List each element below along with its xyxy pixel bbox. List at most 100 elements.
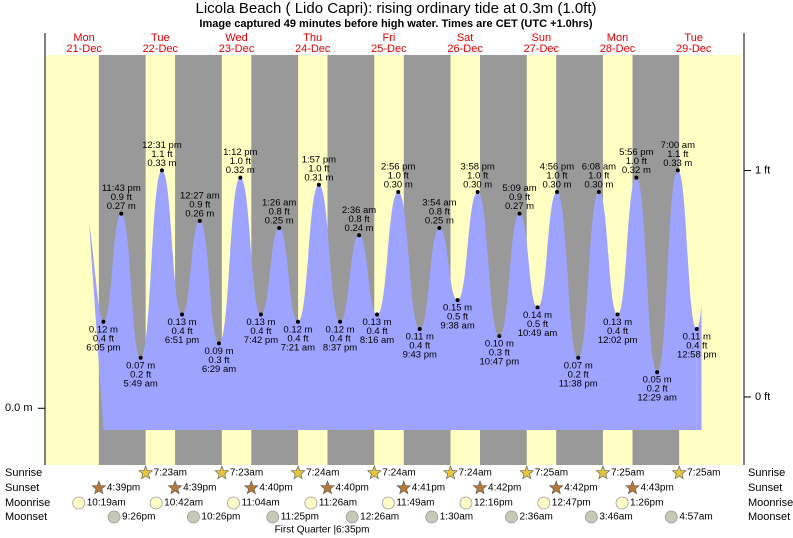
moonrise-icon <box>381 496 395 510</box>
day-date: 24-Dec <box>295 43 331 55</box>
tide-label: 0.32 m <box>226 165 255 176</box>
tide-point <box>655 370 660 375</box>
sunrise-time: 7:25am <box>687 468 720 479</box>
row-label: Sunset <box>748 482 782 494</box>
tide-point <box>475 189 480 194</box>
moonset-time: 3:46am <box>599 512 632 523</box>
sunrise-time: 7:23am <box>230 468 263 479</box>
tide-label: 0.32 m <box>622 165 651 176</box>
tide-label: 12:02 pm <box>598 335 638 346</box>
tide-label: 0.11 m <box>406 331 434 342</box>
tide-point <box>197 218 202 223</box>
tide-label: 0.09 m <box>204 346 233 357</box>
sunset-time: 4:39pm <box>183 483 216 494</box>
tide-label: 0.12 m <box>283 324 312 335</box>
row-label: Moonrise <box>748 497 793 509</box>
moonset-icon <box>107 510 121 524</box>
sunrise-icon <box>138 465 154 480</box>
moonrise-icon <box>459 496 473 510</box>
moonrise-time: 12:16pm <box>474 498 513 509</box>
tide-label: 1.1 ft <box>667 149 688 160</box>
tide-label: 0.4 ft <box>607 326 628 337</box>
tide-area <box>103 170 697 430</box>
tide-label: 0.26 m <box>185 208 214 219</box>
moonrise-icon <box>304 496 318 510</box>
sunset-icon <box>624 480 640 495</box>
tide-label: 0.4 ft <box>250 326 271 337</box>
tide-label: 1:12 pm <box>223 147 257 158</box>
sunrise-icon <box>595 465 611 480</box>
day-date: 21-Dec <box>66 43 102 55</box>
tide-label: 12:58 pm <box>677 349 717 360</box>
tide-point <box>517 211 522 216</box>
day-name: Thu <box>303 32 322 44</box>
tide-label: 6:08 am <box>582 162 616 173</box>
chart-title: Licola Beach ( Lido Capri): rising ordin… <box>195 0 596 17</box>
moonset-time: 2:36am <box>519 512 552 523</box>
moonset-time: 12:26am <box>360 512 399 523</box>
tide-label: 0.14 m <box>523 310 552 321</box>
moonset-time: 10:26pm <box>201 512 240 523</box>
row-label: Moonset <box>748 511 790 523</box>
day-name: Wed <box>225 32 247 44</box>
moonrise-time: 1:26pm <box>630 498 663 509</box>
day-date: 26-Dec <box>447 43 483 55</box>
tide-point <box>675 168 680 173</box>
tide-label: 0.07 m <box>126 360 155 371</box>
sunset-time: 4:40pm <box>336 483 369 494</box>
tide-label: 0.4 ft <box>329 333 350 344</box>
sunrise-time: 7:24am <box>306 468 339 479</box>
tide-label: 0.2 ft <box>568 369 589 380</box>
sunset-time: 4:40pm <box>259 483 292 494</box>
tide-label: 0.07 m <box>564 360 593 371</box>
tide-point <box>316 182 321 187</box>
tide-point <box>634 175 639 180</box>
row-label: Moonset <box>5 511 47 523</box>
tide-label: 5:56 pm <box>619 147 653 158</box>
tide-point <box>338 319 343 324</box>
moonrise-time: 10:19am <box>87 498 126 509</box>
sunrise-time: 7:25am <box>611 468 644 479</box>
tide-label: 0.2 ft <box>130 369 151 380</box>
moonrise-time: 11:04am <box>242 498 280 509</box>
sunrise-icon <box>290 465 306 480</box>
tide-label: 0.13 m <box>363 317 392 328</box>
tide-point <box>238 175 243 180</box>
moonrise-time: 12:47pm <box>552 498 591 509</box>
tide-label: 0.9 ft <box>189 199 210 210</box>
tide-label: 0.4 ft <box>93 333 114 344</box>
tide-label: 12:31 pm <box>142 140 182 151</box>
moonset-time: 1:30am <box>440 512 473 523</box>
sunset-icon <box>167 480 183 495</box>
tide-label: 3:58 pm <box>461 162 495 173</box>
tide-label: 11:38 pm <box>559 378 598 389</box>
sunset-icon <box>320 480 336 495</box>
day-name: Fri <box>382 32 395 44</box>
tide-label: 1.0 ft <box>626 156 647 167</box>
tide-point <box>694 326 699 331</box>
moonset-icon <box>345 510 359 524</box>
moonrise-icon <box>72 496 86 510</box>
sunset-icon <box>396 480 412 495</box>
tide-label: 0.13 m <box>168 317 197 328</box>
tide-label: 1:57 pm <box>302 154 336 165</box>
sunrise-icon <box>366 465 382 480</box>
sunrise-icon <box>671 465 687 480</box>
sunrise-time: 7:23am <box>154 468 187 479</box>
moonset-time: 11:25pm <box>281 512 319 523</box>
moonrise-time: 10:42am <box>164 498 203 509</box>
y2-tick-label: 1 ft <box>755 164 770 176</box>
tide-label: 10:49 am <box>518 328 558 339</box>
tide-point <box>138 355 143 360</box>
sunrise-icon <box>519 465 535 480</box>
tide-label: 5:09 am <box>502 183 536 194</box>
moon-phase: First Quarter |6:35pm <box>275 525 370 536</box>
tide-point <box>357 233 362 238</box>
sunset-time: 4:42pm <box>564 483 597 494</box>
sunset-time: 4:42pm <box>488 483 521 494</box>
tide-label: 4:56 pm <box>540 162 574 173</box>
tide-label: 0.30 m <box>384 180 413 191</box>
tide-label: 1:26 am <box>262 198 296 209</box>
y2-tick-label: 0 ft <box>755 391 770 403</box>
